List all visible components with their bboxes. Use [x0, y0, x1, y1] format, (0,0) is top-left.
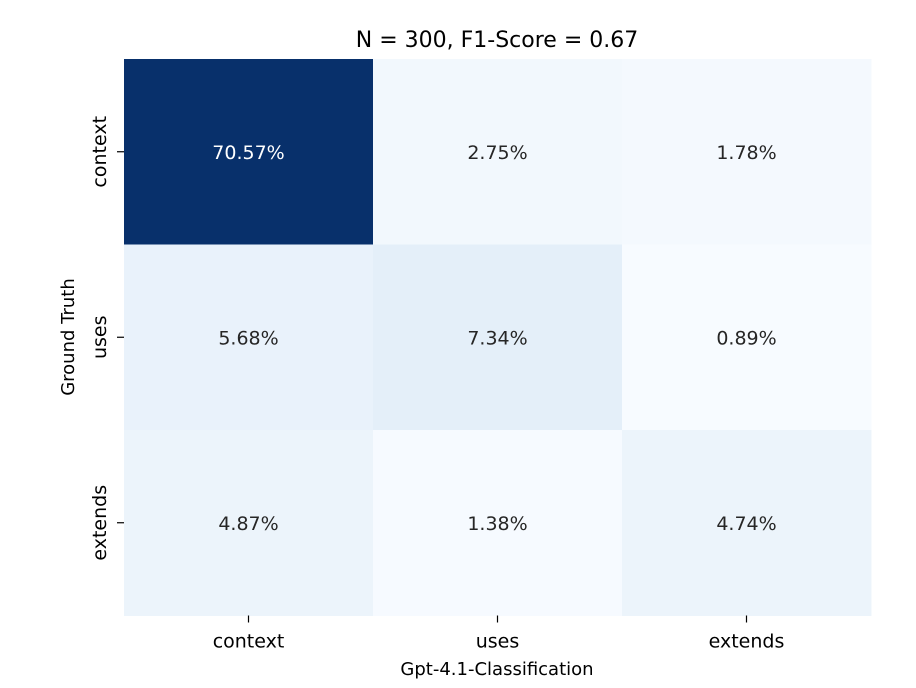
y-tick-label: context: [89, 116, 111, 188]
y-tick-label: extends: [89, 485, 111, 561]
heatmap-cell: [124, 244, 374, 431]
cell-value-label: 1.78%: [716, 142, 776, 164]
cell-value-label: 5.68%: [218, 327, 278, 349]
heatmap-cells: 70.57% 2.75% 1.78% 5.68% 7.34% 0.89% 4.87% 1.38…: [124, 59, 872, 616]
x-tick-label: extends: [709, 631, 785, 653]
heatmap-cell: [622, 244, 872, 431]
cell-value-label: 4.74%: [716, 513, 776, 535]
x-tick-label: context: [213, 631, 285, 653]
heatmap-cell: [622, 430, 872, 616]
chart-title: N = 300, F1-Score = 0.67: [356, 28, 638, 53]
y-axis-label: Ground Truth: [58, 278, 79, 396]
cell-value-label: 0.89%: [716, 327, 776, 349]
y-axis-ticks: context uses extends: [89, 116, 124, 561]
heatmap-cell: [373, 244, 623, 431]
cell-value-label: 2.75%: [467, 142, 527, 164]
heatmap-cell: [373, 59, 623, 245]
cell-value-label: 1.38%: [467, 513, 527, 535]
y-tick-label: uses: [89, 315, 111, 359]
heatmap-cell: [124, 59, 374, 245]
cell-value-label: 70.57%: [212, 142, 284, 164]
x-axis-ticks: context uses extends: [213, 615, 785, 653]
x-axis-label: Gpt-4.1-Classification: [400, 659, 593, 680]
heatmap-cell: [622, 59, 872, 245]
cell-value-label: 7.34%: [467, 327, 527, 349]
heatmap-cell: [373, 430, 623, 616]
cell-value-label: 4.87%: [218, 513, 278, 535]
x-tick-label: uses: [476, 631, 520, 653]
heatmap-cell: [124, 430, 374, 616]
